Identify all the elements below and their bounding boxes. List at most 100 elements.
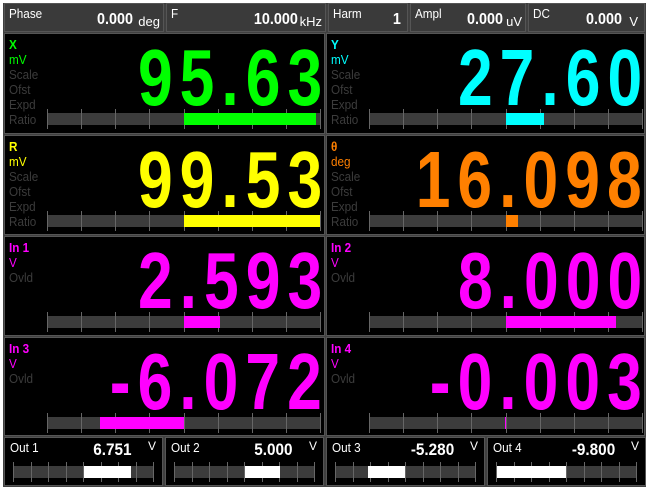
bar-tick bbox=[320, 312, 321, 332]
channel-reading: 27.60 bbox=[457, 33, 647, 122]
frequency-field[interactable]: F 10.000 kHz bbox=[166, 3, 326, 32]
harmonic-field[interactable]: Harm 1 bbox=[328, 3, 408, 32]
phase-value: 0.000 bbox=[96, 11, 133, 28]
channel-unit: V bbox=[331, 255, 339, 270]
bar-tick bbox=[81, 413, 82, 433]
amplitude-label: Ampl bbox=[415, 6, 442, 21]
param-label-ovld[interactable]: Ovld bbox=[331, 270, 356, 285]
bar-tick bbox=[314, 462, 315, 482]
bar-tick bbox=[437, 211, 438, 231]
panel-in2[interactable]: In 2 V Ovld 8.000 bbox=[326, 236, 645, 336]
output-1[interactable]: Out 1 6.751 V bbox=[4, 437, 163, 486]
bar-tick bbox=[369, 109, 370, 129]
channel-name: In 1 bbox=[9, 240, 30, 255]
param-label-ovld[interactable]: Ovld bbox=[331, 371, 356, 386]
param-label-ovld[interactable]: Ovld bbox=[9, 371, 34, 386]
bar-tick bbox=[608, 211, 609, 231]
param-label-ofst[interactable]: Ofst bbox=[9, 184, 31, 199]
param-label-ovld[interactable]: Ovld bbox=[9, 270, 34, 285]
amplitude-unit: uV bbox=[506, 14, 522, 29]
phase-label: Phase bbox=[9, 6, 43, 21]
channel-unit: V bbox=[9, 356, 17, 371]
bar-tick bbox=[403, 413, 404, 433]
output-2[interactable]: Out 2 5.000 V bbox=[165, 437, 324, 486]
output-bar bbox=[13, 462, 154, 482]
param-label-scale[interactable]: Scale bbox=[331, 67, 361, 82]
bar-tick bbox=[566, 462, 567, 482]
output-4[interactable]: Out 4 -9.800 V bbox=[487, 437, 646, 486]
bar-tick bbox=[369, 211, 370, 231]
bar-tick bbox=[601, 462, 602, 482]
amplitude-field[interactable]: Ampl 0.000 uV bbox=[410, 3, 526, 32]
bar-fill bbox=[83, 466, 132, 478]
channel-bar bbox=[47, 109, 321, 129]
param-label-scale[interactable]: Scale bbox=[9, 67, 39, 82]
phase-field[interactable]: Phase 0.000 deg bbox=[4, 3, 164, 32]
bar-tick bbox=[149, 312, 150, 332]
phase-unit: deg bbox=[138, 14, 160, 29]
bar-tick bbox=[320, 413, 321, 433]
bar-tick bbox=[136, 462, 137, 482]
panel-in1[interactable]: In 1 V Ovld 2.593 bbox=[4, 236, 325, 336]
bar-tick bbox=[81, 312, 82, 332]
output-unit: V bbox=[630, 439, 639, 453]
channel-bar bbox=[369, 211, 643, 231]
channel-unit: deg bbox=[331, 154, 351, 169]
bar-tick bbox=[149, 109, 150, 129]
channel-name: X bbox=[9, 37, 17, 52]
bar-tick bbox=[369, 312, 370, 332]
param-label-ratio[interactable]: Ratio bbox=[9, 112, 37, 127]
channel-name: θ bbox=[331, 139, 338, 154]
bar-fill bbox=[184, 316, 220, 328]
param-label-ratio[interactable]: Ratio bbox=[9, 214, 37, 229]
output-bar bbox=[174, 462, 315, 482]
panel-in3[interactable]: In 3 V Ovld -6.072 bbox=[4, 337, 325, 436]
bar-fill bbox=[100, 417, 184, 429]
param-label-ofst[interactable]: Ofst bbox=[9, 82, 31, 97]
bar-tick bbox=[369, 413, 370, 433]
channel-reading: 99.53 bbox=[137, 135, 329, 224]
param-label-ratio[interactable]: Ratio bbox=[331, 112, 359, 127]
param-label-expd[interactable]: Expd bbox=[9, 199, 36, 214]
bar-fill bbox=[506, 215, 519, 227]
param-label-ofst[interactable]: Ofst bbox=[331, 184, 353, 199]
channel-unit: V bbox=[9, 255, 17, 270]
param-label-scale[interactable]: Scale bbox=[9, 169, 39, 184]
bar-tick bbox=[403, 312, 404, 332]
output-3[interactable]: Out 3 -5.280 V bbox=[326, 437, 485, 486]
bar-tick bbox=[608, 413, 609, 433]
bar-tick bbox=[506, 413, 507, 433]
param-label-expd[interactable]: Expd bbox=[331, 97, 358, 112]
channel-unit: mV bbox=[9, 154, 27, 169]
bar-tick bbox=[286, 312, 287, 332]
bar-tick bbox=[218, 413, 219, 433]
output-label: Out 3 bbox=[332, 440, 361, 455]
param-label-ratio[interactable]: Ratio bbox=[331, 214, 359, 229]
bar-tick bbox=[437, 413, 438, 433]
harmonic-label: Harm bbox=[333, 6, 362, 21]
bar-fill bbox=[368, 466, 406, 478]
param-label-scale[interactable]: Scale bbox=[331, 169, 361, 184]
channel-name: In 2 bbox=[331, 240, 352, 255]
channel-bar bbox=[47, 413, 321, 433]
bar-tick bbox=[47, 211, 48, 231]
dc-field[interactable]: DC 0.000 V bbox=[528, 3, 645, 32]
bar-tick bbox=[81, 211, 82, 231]
bar-tick bbox=[619, 462, 620, 482]
output-value: -9.800 bbox=[571, 440, 615, 459]
panel-theta[interactable]: θ deg Scale Ofst Expd Ratio 16.098 bbox=[326, 135, 645, 235]
param-label-expd[interactable]: Expd bbox=[9, 97, 36, 112]
channel-reading: 95.63 bbox=[137, 33, 329, 122]
param-label-ofst[interactable]: Ofst bbox=[331, 82, 353, 97]
output-unit: V bbox=[469, 439, 478, 453]
bar-tick bbox=[437, 109, 438, 129]
dc-value: 0.000 bbox=[585, 11, 622, 28]
bar-tick bbox=[642, 312, 643, 332]
bar-tick bbox=[403, 211, 404, 231]
param-label-expd[interactable]: Expd bbox=[331, 199, 358, 214]
bar-tick bbox=[286, 413, 287, 433]
panel-in4[interactable]: In 4 V Ovld -0.003 bbox=[326, 337, 645, 436]
